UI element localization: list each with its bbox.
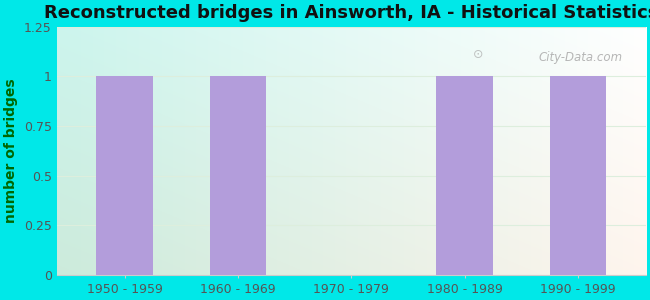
- Title: Reconstructed bridges in Ainsworth, IA - Historical Statistics: Reconstructed bridges in Ainsworth, IA -…: [44, 4, 650, 22]
- Text: City-Data.com: City-Data.com: [538, 51, 622, 64]
- Bar: [96, 76, 153, 275]
- Bar: [209, 76, 266, 275]
- Y-axis label: number of bridges: number of bridges: [4, 79, 18, 223]
- Bar: [436, 76, 493, 275]
- Text: ⊙: ⊙: [473, 48, 484, 61]
- Bar: [549, 76, 606, 275]
